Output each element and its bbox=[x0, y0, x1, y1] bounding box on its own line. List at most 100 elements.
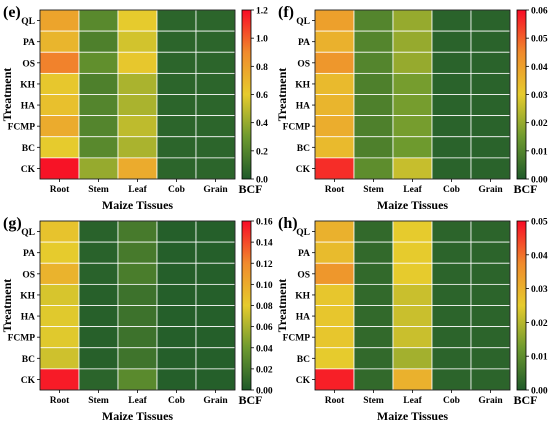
heatmap-cell-KH-Cob bbox=[156, 72, 197, 95]
heatmap-cell-FCMP-Root bbox=[314, 115, 355, 138]
heatmap-cell-PA-Grain bbox=[195, 30, 236, 53]
colorbar-tick-0.16: 0.16 bbox=[256, 218, 273, 228]
colorbar-tick-0.12: 0.12 bbox=[256, 260, 273, 270]
heatmap-cell-CK-Grain bbox=[470, 157, 511, 180]
heatmap-cell-BC-Cob bbox=[431, 347, 472, 370]
x-tick-label-Root: Root bbox=[325, 185, 345, 195]
heatmap-cell-CK-Leaf bbox=[117, 157, 158, 180]
x-tick-label-Root: Root bbox=[50, 185, 70, 195]
colorbar-tick-0.06: 0.06 bbox=[531, 7, 548, 17]
heatmap-cell-BC-Cob bbox=[431, 136, 472, 159]
heatmap-cell-PA-Grain bbox=[470, 241, 511, 264]
heatmap-cell-BC-Cob bbox=[156, 136, 197, 159]
heatmap-cell-CK-Root bbox=[39, 157, 80, 180]
heatmap-cell-HA-Cob bbox=[431, 94, 472, 117]
heatmap-cell-BC-Grain bbox=[470, 347, 511, 370]
y-tick-label-HA: HA bbox=[21, 102, 35, 112]
y-tick-label-HA: HA bbox=[21, 313, 35, 323]
heatmap-cell-CK-Cob bbox=[156, 157, 197, 180]
heatmap-cell-KH-Cob bbox=[431, 283, 472, 306]
y-tick-label-QL: QL bbox=[296, 17, 310, 27]
y-axis-label: Treatment bbox=[275, 279, 289, 333]
heatmap-cell-BC-Leaf bbox=[392, 136, 433, 159]
x-tick-label-Stem: Stem bbox=[363, 396, 384, 406]
heatmap-cell-OS-Cob bbox=[431, 51, 472, 74]
heatmap-cell-FCMP-Leaf bbox=[392, 326, 433, 349]
y-tick-label-CK: CK bbox=[21, 165, 36, 175]
y-tick-label-KH: KH bbox=[295, 291, 310, 301]
heatmap-cell-PA-Root bbox=[314, 241, 355, 264]
heatmap-cell-PA-Cob bbox=[431, 241, 472, 264]
colorbar-label: BCF bbox=[239, 393, 263, 407]
heatmap-cell-FCMP-Root bbox=[314, 326, 355, 349]
colorbar-tick-0.8: 0.8 bbox=[256, 63, 268, 73]
colorbar-tick-0.02: 0.02 bbox=[531, 319, 548, 329]
heatmap-cell-OS-Leaf bbox=[392, 51, 433, 74]
heatmap-cell-KH-Root bbox=[314, 283, 355, 306]
y-tick-label-OS: OS bbox=[22, 270, 35, 280]
heatmap-cell-HA-Root bbox=[39, 305, 80, 328]
y-tick-label-FCMP: FCMP bbox=[283, 123, 311, 133]
heatmap-cell-PA-Stem bbox=[353, 30, 394, 53]
heatmap-cell-BC-Root bbox=[39, 136, 80, 159]
heatmap-cell-FCMP-Grain bbox=[470, 326, 511, 349]
heatmap-cell-QL-Grain bbox=[470, 9, 511, 32]
heatmap-cell-FCMP-Cob bbox=[156, 326, 197, 349]
heatmap-cell-HA-Stem bbox=[78, 94, 119, 117]
heatmap-cell-CK-Leaf bbox=[117, 368, 158, 391]
heatmap-cell-FCMP-Root bbox=[39, 115, 80, 138]
heatmap-cell-HA-Stem bbox=[78, 305, 119, 328]
heatmap-cell-CK-Root bbox=[314, 368, 355, 391]
x-tick-label-Cob: Cob bbox=[443, 185, 460, 195]
colorbar-tick-0.01: 0.01 bbox=[531, 147, 548, 157]
heatmap-cell-KH-Grain bbox=[470, 283, 511, 306]
heatmap-cell-HA-Cob bbox=[156, 94, 197, 117]
heatmap-cell-BC-Cob bbox=[156, 347, 197, 370]
heatmap-panel-4: QL PA OS KH HA FCMP BC CK Root Stem Leaf Cob Grain Ma… bbox=[275, 215, 548, 423]
heatmap-cell-KH-Grain bbox=[195, 283, 236, 306]
y-tick-label-OS: OS bbox=[297, 270, 310, 280]
y-tick-label-BC: BC bbox=[297, 144, 310, 154]
heatmap-cell-OS-Leaf bbox=[117, 51, 158, 74]
heatmap-cell-BC-Root bbox=[314, 136, 355, 159]
heatmap-cell-QL-Stem bbox=[353, 220, 394, 243]
colorbar-tick-0.14: 0.14 bbox=[256, 239, 273, 249]
heatmap-cell-PA-Leaf bbox=[392, 30, 433, 53]
heatmap-cell-QL-Root bbox=[39, 9, 80, 32]
heatmap-cell-CK-Stem bbox=[353, 368, 394, 391]
heatmap-cell-KH-Root bbox=[39, 283, 80, 306]
heatmap-cell-QL-Grain bbox=[195, 9, 236, 32]
heatmap-cell-OS-Grain bbox=[470, 51, 511, 74]
heatmap-cell-FCMP-Stem bbox=[78, 115, 119, 138]
heatmap-cell-BC-Stem bbox=[353, 136, 394, 159]
heatmap-cell-FCMP-Stem bbox=[353, 115, 394, 138]
x-axis-label: Maize Tissues bbox=[102, 198, 174, 212]
heatmap-cell-KH-Stem bbox=[353, 283, 394, 306]
panel-label: (f) bbox=[278, 4, 294, 21]
y-tick-label-QL: QL bbox=[21, 17, 35, 27]
heatmap-cell-CK-Stem bbox=[78, 157, 119, 180]
heatmap-cell-OS-Cob bbox=[431, 262, 472, 285]
heatmap-cell-QL-Leaf bbox=[392, 9, 433, 32]
x-tick-label-Grain: Grain bbox=[478, 396, 503, 406]
heatmap-cell-HA-Leaf bbox=[117, 305, 158, 328]
y-tick-label-PA: PA bbox=[23, 38, 35, 48]
heatmap-cell-OS-Root bbox=[314, 51, 355, 74]
heatmap-cell-FCMP-Cob bbox=[431, 115, 472, 138]
heatmap-cell-PA-Leaf bbox=[392, 241, 433, 264]
heatmap-cell-PA-Cob bbox=[156, 241, 197, 264]
heatmap-cell-QL-Root bbox=[39, 220, 80, 243]
x-tick-label-Stem: Stem bbox=[363, 185, 384, 195]
x-axis-label: Maize Tissues bbox=[102, 409, 174, 423]
x-axis-label: Maize Tissues bbox=[377, 198, 449, 212]
heatmap-cell-QL-Leaf bbox=[117, 9, 158, 32]
heatmap-cell-QL-Stem bbox=[78, 220, 119, 243]
heatmap-cell-OS-Grain bbox=[195, 262, 236, 285]
heatmap-cell-KH-Grain bbox=[470, 72, 511, 95]
heatmap-cell-CK-Root bbox=[39, 368, 80, 391]
heatmap-cell-HA-Root bbox=[314, 94, 355, 117]
colorbar-label: BCF bbox=[239, 182, 263, 196]
panel-label: (g) bbox=[3, 215, 22, 232]
heatmap-cell-HA-Stem bbox=[353, 305, 394, 328]
colorbar-tick-1.2: 1.2 bbox=[256, 7, 268, 17]
